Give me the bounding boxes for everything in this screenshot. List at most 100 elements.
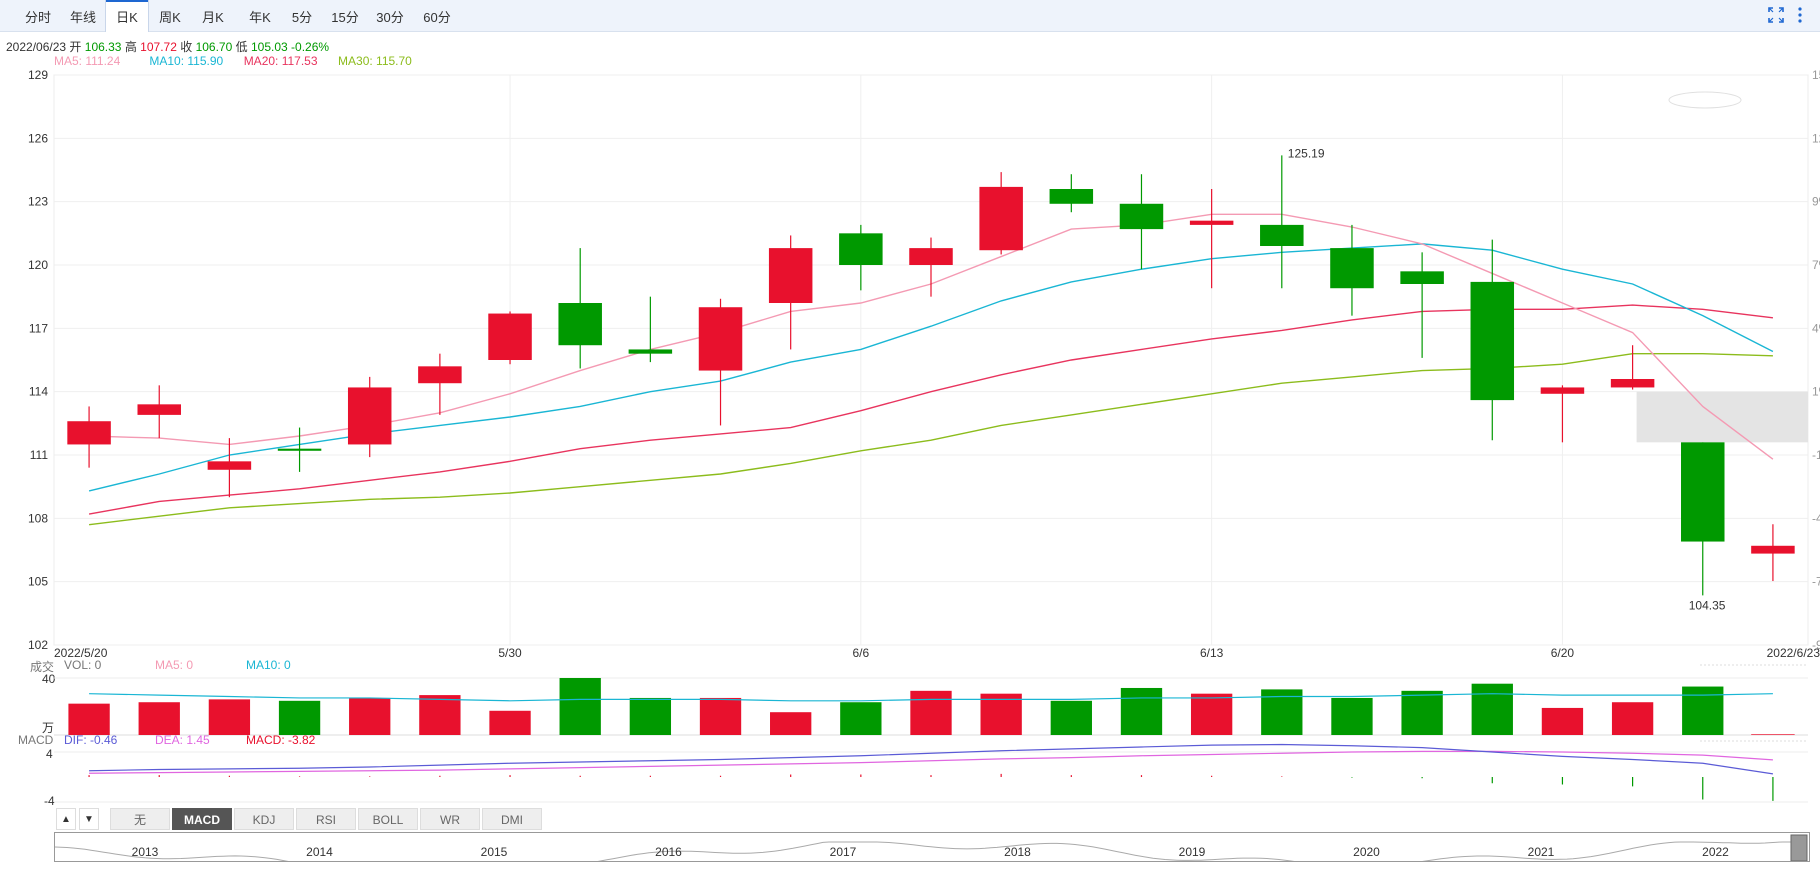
tab-5[interactable]: 年K — [249, 10, 271, 25]
volume-ma-line — [89, 693, 1773, 702]
timeline-year-label: 2021 — [1528, 845, 1555, 859]
timeline-navigator[interactable]: 2013 2014 2015 2016 2017 2018 2019 2020 2021 2022 — [54, 832, 1810, 862]
scroll-down-button[interactable]: ▼ — [79, 808, 99, 830]
plot-frame — [53, 74, 1809, 646]
scroll-up-button[interactable]: ▲ — [56, 808, 76, 830]
indicator-tab-rsi[interactable]: RSI — [296, 808, 356, 830]
y-tick-label: 111 — [30, 448, 49, 462]
high-label: 高 — [124, 40, 137, 54]
x-tick-label: 5/30 — [498, 646, 522, 660]
volume-bar — [1751, 734, 1795, 735]
timeline-year-label: 2014 — [306, 845, 333, 859]
candle-body — [488, 313, 532, 360]
volume-bar — [770, 712, 812, 735]
volume-bar — [910, 690, 952, 735]
volume-bar — [1611, 702, 1654, 735]
volume-bar — [1050, 700, 1092, 735]
open-value: 106.33 — [84, 40, 122, 54]
low-value: 105.03 — [250, 40, 288, 54]
candle-body — [1330, 248, 1374, 289]
candle-body — [1470, 281, 1515, 401]
candle-body — [698, 307, 743, 371]
low-marker-label: 104.35 — [1689, 598, 1726, 612]
indicator-tab-dmi[interactable]: DMI — [482, 808, 542, 830]
candle-body — [1400, 271, 1444, 284]
volume-bar — [559, 678, 601, 735]
change-percent: -0.26% — [291, 40, 330, 54]
y-tick-label: 114 — [29, 385, 48, 399]
candle-body — [1189, 220, 1234, 225]
candle-body — [347, 387, 392, 445]
ma5-legend: MA5: 111.24 — [54, 54, 121, 68]
volume-bar — [1401, 690, 1443, 735]
volume-bar — [1331, 697, 1373, 735]
timeline-year-label: 2019 — [1179, 845, 1206, 859]
candle-body — [768, 248, 813, 303]
candle-body — [839, 233, 883, 265]
ma20-line — [88, 304, 1774, 515]
volume-bar — [699, 697, 742, 735]
volume-bar — [1120, 687, 1163, 735]
volume-bar — [1541, 707, 1584, 735]
dea-line — [89, 750, 1773, 774]
indicator-tab-macd[interactable]: MACD — [172, 808, 232, 830]
volume-axis-top: 40 — [42, 672, 56, 686]
y-tick-label: 126 — [28, 131, 48, 145]
y-tick-label: 129 — [28, 68, 48, 82]
period-tab-bar: 分时 年线 日K 周K 月K 年K 5分 15分 30分 60分 — [0, 0, 1820, 32]
volume-bar — [419, 695, 461, 735]
candle-body — [1681, 442, 1725, 542]
candle-body — [1751, 545, 1795, 554]
ma-legend: MA5: 111.24 MA10: 115.90 MA20: 117.53 MA… — [54, 54, 412, 68]
indicator-tab-wr[interactable]: WR — [420, 808, 480, 830]
timeline-year-label: 2016 — [655, 845, 682, 859]
pct-tick-label: 4% — [1812, 321, 1820, 335]
candle-body — [979, 186, 1023, 251]
candle-body — [418, 366, 462, 384]
pct-tick-label: 7% — [1812, 258, 1820, 272]
y-tick-label: 105 — [28, 575, 48, 589]
volume-bar — [68, 703, 110, 735]
ma20-legend: MA20: 117.53 — [243, 54, 318, 68]
tab-7[interactable]: 15分 — [331, 10, 359, 25]
candle-body — [1119, 203, 1164, 230]
indicator-tab-boll[interactable]: BOLL — [358, 808, 418, 830]
volume-bar — [138, 702, 180, 735]
y-tick-label: 117 — [29, 321, 48, 335]
fullscreen-icon[interactable] — [1768, 7, 1784, 27]
pct-tick-label: 15% — [1812, 68, 1820, 82]
volume-title: 成交 — [30, 660, 55, 674]
volume-legend-ma10: MA10: 0 — [246, 658, 291, 672]
candle-body — [67, 421, 111, 445]
indicator-tab-kdj[interactable]: KDJ — [234, 808, 294, 830]
dif-line — [89, 743, 1774, 775]
timeline-year-label: 2017 — [830, 845, 857, 859]
candle-body — [1610, 379, 1655, 388]
macd-legend-macd: MACD: -3.82 — [246, 733, 316, 747]
tab-9[interactable]: 60分 — [423, 10, 451, 25]
volume-bar — [629, 697, 672, 735]
volume-bar — [980, 693, 1022, 735]
indicator-tab-无[interactable]: 无 — [110, 808, 170, 830]
y-tick-label: 102 — [28, 638, 48, 652]
macd-axis-top: 4 — [46, 747, 53, 761]
tab-1[interactable]: 年线 — [69, 10, 96, 25]
tab-2[interactable]: 日K — [105, 0, 149, 32]
x-tick-label: 6/20 — [1551, 646, 1575, 660]
tab-4[interactable]: 月K — [202, 10, 224, 25]
more-vertical-icon[interactable] — [1797, 7, 1803, 27]
x-tick-label: 6/6 — [852, 646, 869, 660]
navigator-handle[interactable] — [1790, 834, 1808, 861]
y-tick-label: 120 — [28, 258, 48, 272]
timeline-year-label: 2015 — [481, 845, 508, 859]
watermark-logo — [1668, 91, 1742, 109]
high-value: 107.72 — [140, 40, 177, 54]
tab-8[interactable]: 30分 — [376, 10, 404, 25]
close-value: 106.70 — [195, 40, 233, 54]
volume-bar — [1190, 693, 1233, 735]
tab-3[interactable]: 周K — [159, 10, 181, 25]
ma5-line — [89, 213, 1774, 460]
tab-0[interactable]: 分时 — [24, 10, 51, 25]
tab-6[interactable]: 5分 — [291, 10, 313, 25]
